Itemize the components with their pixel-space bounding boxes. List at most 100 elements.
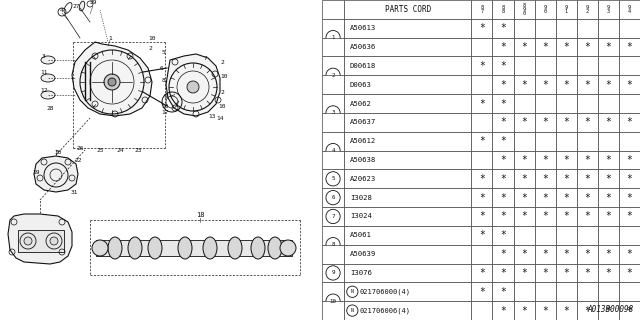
Circle shape xyxy=(50,237,58,245)
Text: *: * xyxy=(584,42,590,52)
Bar xyxy=(534,56,556,75)
Bar xyxy=(534,207,556,226)
Bar xyxy=(472,245,492,264)
Text: 11: 11 xyxy=(40,69,48,75)
Text: *: * xyxy=(500,268,506,278)
Text: 10: 10 xyxy=(330,299,337,304)
Bar xyxy=(513,0,534,19)
Bar xyxy=(619,207,640,226)
Bar xyxy=(513,19,534,38)
Bar xyxy=(492,301,513,320)
Text: 24: 24 xyxy=(116,148,124,153)
Bar xyxy=(472,188,492,207)
Text: *: * xyxy=(584,268,590,278)
Ellipse shape xyxy=(41,74,55,82)
Bar xyxy=(322,132,344,151)
Text: *: * xyxy=(563,155,569,165)
Bar xyxy=(619,188,640,207)
Text: *: * xyxy=(542,249,548,259)
Text: *: * xyxy=(584,80,590,90)
Bar xyxy=(534,0,556,19)
Text: *: * xyxy=(500,155,506,165)
Text: 3: 3 xyxy=(42,53,46,59)
Circle shape xyxy=(187,81,199,93)
Bar xyxy=(513,75,534,94)
Ellipse shape xyxy=(203,237,217,259)
Text: 8
7: 8 7 xyxy=(481,5,483,14)
Bar xyxy=(322,75,344,94)
Bar xyxy=(619,56,640,75)
Bar xyxy=(492,264,513,282)
Bar xyxy=(577,75,598,94)
Bar xyxy=(322,264,344,282)
Bar xyxy=(598,264,619,282)
Bar xyxy=(513,207,534,226)
Bar xyxy=(513,282,534,301)
Bar xyxy=(472,301,492,320)
Bar xyxy=(322,169,344,188)
Bar xyxy=(472,0,492,19)
Text: 22: 22 xyxy=(74,157,82,163)
Text: *: * xyxy=(542,42,548,52)
Circle shape xyxy=(326,30,340,45)
Bar xyxy=(556,75,577,94)
Bar xyxy=(577,245,598,264)
Text: *: * xyxy=(542,80,548,90)
Bar xyxy=(598,38,619,56)
Bar xyxy=(598,301,619,320)
Text: *: * xyxy=(627,117,632,127)
Bar xyxy=(619,169,640,188)
Text: *: * xyxy=(563,268,569,278)
Text: *: * xyxy=(627,174,632,184)
Text: 8
8: 8 8 xyxy=(502,5,504,14)
Polygon shape xyxy=(34,156,78,192)
Text: 3: 3 xyxy=(332,110,335,116)
Bar xyxy=(513,226,534,245)
Bar xyxy=(492,245,513,264)
Text: A013B00098: A013B00098 xyxy=(588,305,634,314)
Bar xyxy=(322,94,344,113)
Text: *: * xyxy=(605,174,611,184)
Bar xyxy=(598,207,619,226)
Bar xyxy=(322,188,344,207)
Ellipse shape xyxy=(178,237,192,259)
Bar xyxy=(322,151,344,169)
Text: *: * xyxy=(500,42,506,52)
Bar xyxy=(344,207,472,226)
Text: *: * xyxy=(563,212,569,221)
Polygon shape xyxy=(72,42,152,116)
Text: A20623: A20623 xyxy=(350,176,376,182)
Text: *: * xyxy=(479,287,485,297)
Text: *: * xyxy=(627,42,632,52)
Bar xyxy=(492,132,513,151)
Bar xyxy=(598,188,619,207)
Text: *: * xyxy=(584,306,590,316)
Bar xyxy=(513,38,534,56)
Polygon shape xyxy=(166,54,220,116)
Text: *: * xyxy=(605,80,611,90)
Text: *: * xyxy=(627,268,632,278)
Bar xyxy=(556,56,577,75)
Ellipse shape xyxy=(251,237,265,259)
Text: 7: 7 xyxy=(332,214,335,219)
Text: *: * xyxy=(542,155,548,165)
Bar xyxy=(492,75,513,94)
Bar xyxy=(344,75,472,94)
Bar xyxy=(472,94,492,113)
Text: *: * xyxy=(500,174,506,184)
Bar xyxy=(598,113,619,132)
Bar xyxy=(492,169,513,188)
Bar xyxy=(556,94,577,113)
Bar xyxy=(534,19,556,38)
Bar xyxy=(513,245,534,264)
Text: 12: 12 xyxy=(40,87,48,92)
Bar xyxy=(492,151,513,169)
Bar xyxy=(472,38,492,56)
Bar xyxy=(577,113,598,132)
Text: 10: 10 xyxy=(220,74,228,78)
Ellipse shape xyxy=(148,237,162,259)
Bar xyxy=(619,226,640,245)
Bar xyxy=(598,132,619,151)
Text: *: * xyxy=(500,80,506,90)
Bar xyxy=(492,94,513,113)
